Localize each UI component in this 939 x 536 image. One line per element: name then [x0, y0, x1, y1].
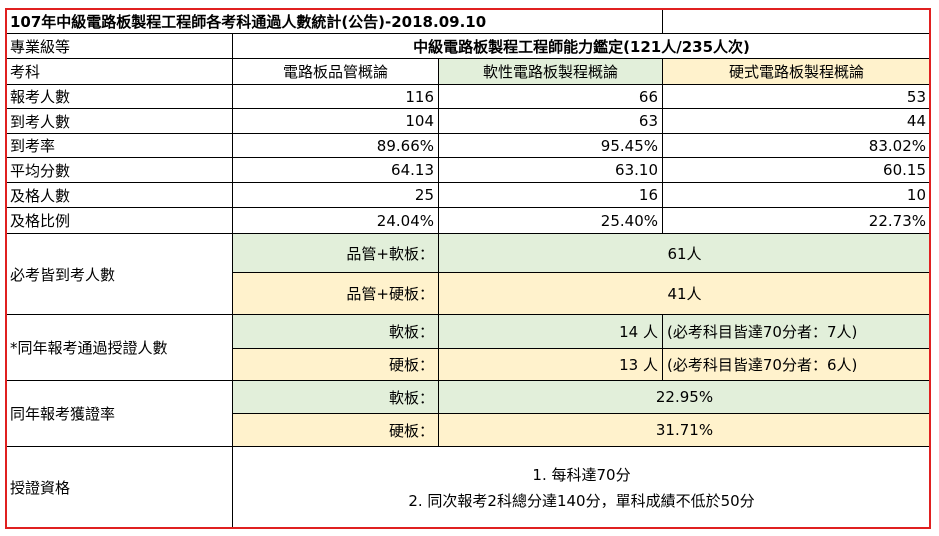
stat-value: 64.13 [232, 157, 439, 183]
qualification-text: 1. 每科達70分 2. 同次報考2科總分達140分，單科成績不低於50分 [232, 446, 931, 529]
stat-value: 44 [662, 108, 931, 134]
sheet-title: 107年中級電路板製程工程師各考科通過人數統計(公告)-2018.09.10 [5, 8, 663, 34]
stat-value: 60.15 [662, 157, 931, 183]
qualification-line: 2. 同次報考2科總分達140分，單科成績不低於50分 [408, 491, 755, 510]
section-label: 必考皆到考人數 [5, 233, 233, 315]
item-label: 硬板： [232, 348, 439, 381]
row-label: 專業級等 [5, 33, 233, 59]
row-label: 及格人數 [5, 182, 233, 208]
item-value: 31.71% [438, 413, 931, 447]
stat-value: 63 [438, 108, 663, 134]
stat-value: 10 [662, 182, 931, 208]
stat-value: 25 [232, 182, 439, 208]
row-label: 到考人數 [5, 108, 233, 134]
stat-value: 53 [662, 84, 931, 109]
subject-header: 電路板品管概論 [232, 58, 439, 85]
qualification-line: 1. 每科達70分 [532, 465, 631, 484]
item-note: (必考科目皆達70分者：6人) [662, 348, 931, 381]
stat-value: 63.10 [438, 157, 663, 183]
stat-value: 16 [438, 182, 663, 208]
subject-header: 軟性電路板製程概論 [438, 58, 663, 85]
subject-header: 硬式電路板製程概論 [662, 58, 931, 85]
stat-value: 104 [232, 108, 439, 134]
stat-value: 116 [232, 84, 439, 109]
item-value: 41人 [438, 272, 931, 315]
stat-value: 22.73% [662, 207, 931, 234]
stat-value: 24.04% [232, 207, 439, 234]
item-value: 22.95% [438, 380, 931, 414]
item-value: 61人 [438, 233, 931, 273]
item-label: 軟板： [232, 314, 439, 349]
row-label: 平均分數 [5, 157, 233, 183]
section-label: 同年報考獲證率 [5, 380, 233, 447]
stat-value: 95.45% [438, 133, 663, 158]
item-label: 硬板： [232, 413, 439, 447]
stat-value: 89.66% [232, 133, 439, 158]
item-label: 軟板： [232, 380, 439, 414]
empty-cell [662, 8, 931, 34]
section-label: *同年報考通過授證人數 [5, 314, 233, 381]
row-label: 及格比例 [5, 207, 233, 234]
section-label: 授證資格 [5, 446, 233, 529]
stat-value: 66 [438, 84, 663, 109]
item-label: 品管+軟板： [232, 233, 439, 273]
row-label: 考科 [5, 58, 233, 85]
level-value: 中級電路板製程工程師能力鑑定(121人/235人次) [232, 33, 931, 59]
item-label: 品管+硬板： [232, 272, 439, 315]
item-note: (必考科目皆達70分者：7人) [662, 314, 931, 349]
row-label: 到考率 [5, 133, 233, 158]
item-value: 14 人 [438, 314, 663, 349]
stat-value: 83.02% [662, 133, 931, 158]
row-label: 報考人數 [5, 84, 233, 109]
stat-value: 25.40% [438, 207, 663, 234]
item-value: 13 人 [438, 348, 663, 381]
